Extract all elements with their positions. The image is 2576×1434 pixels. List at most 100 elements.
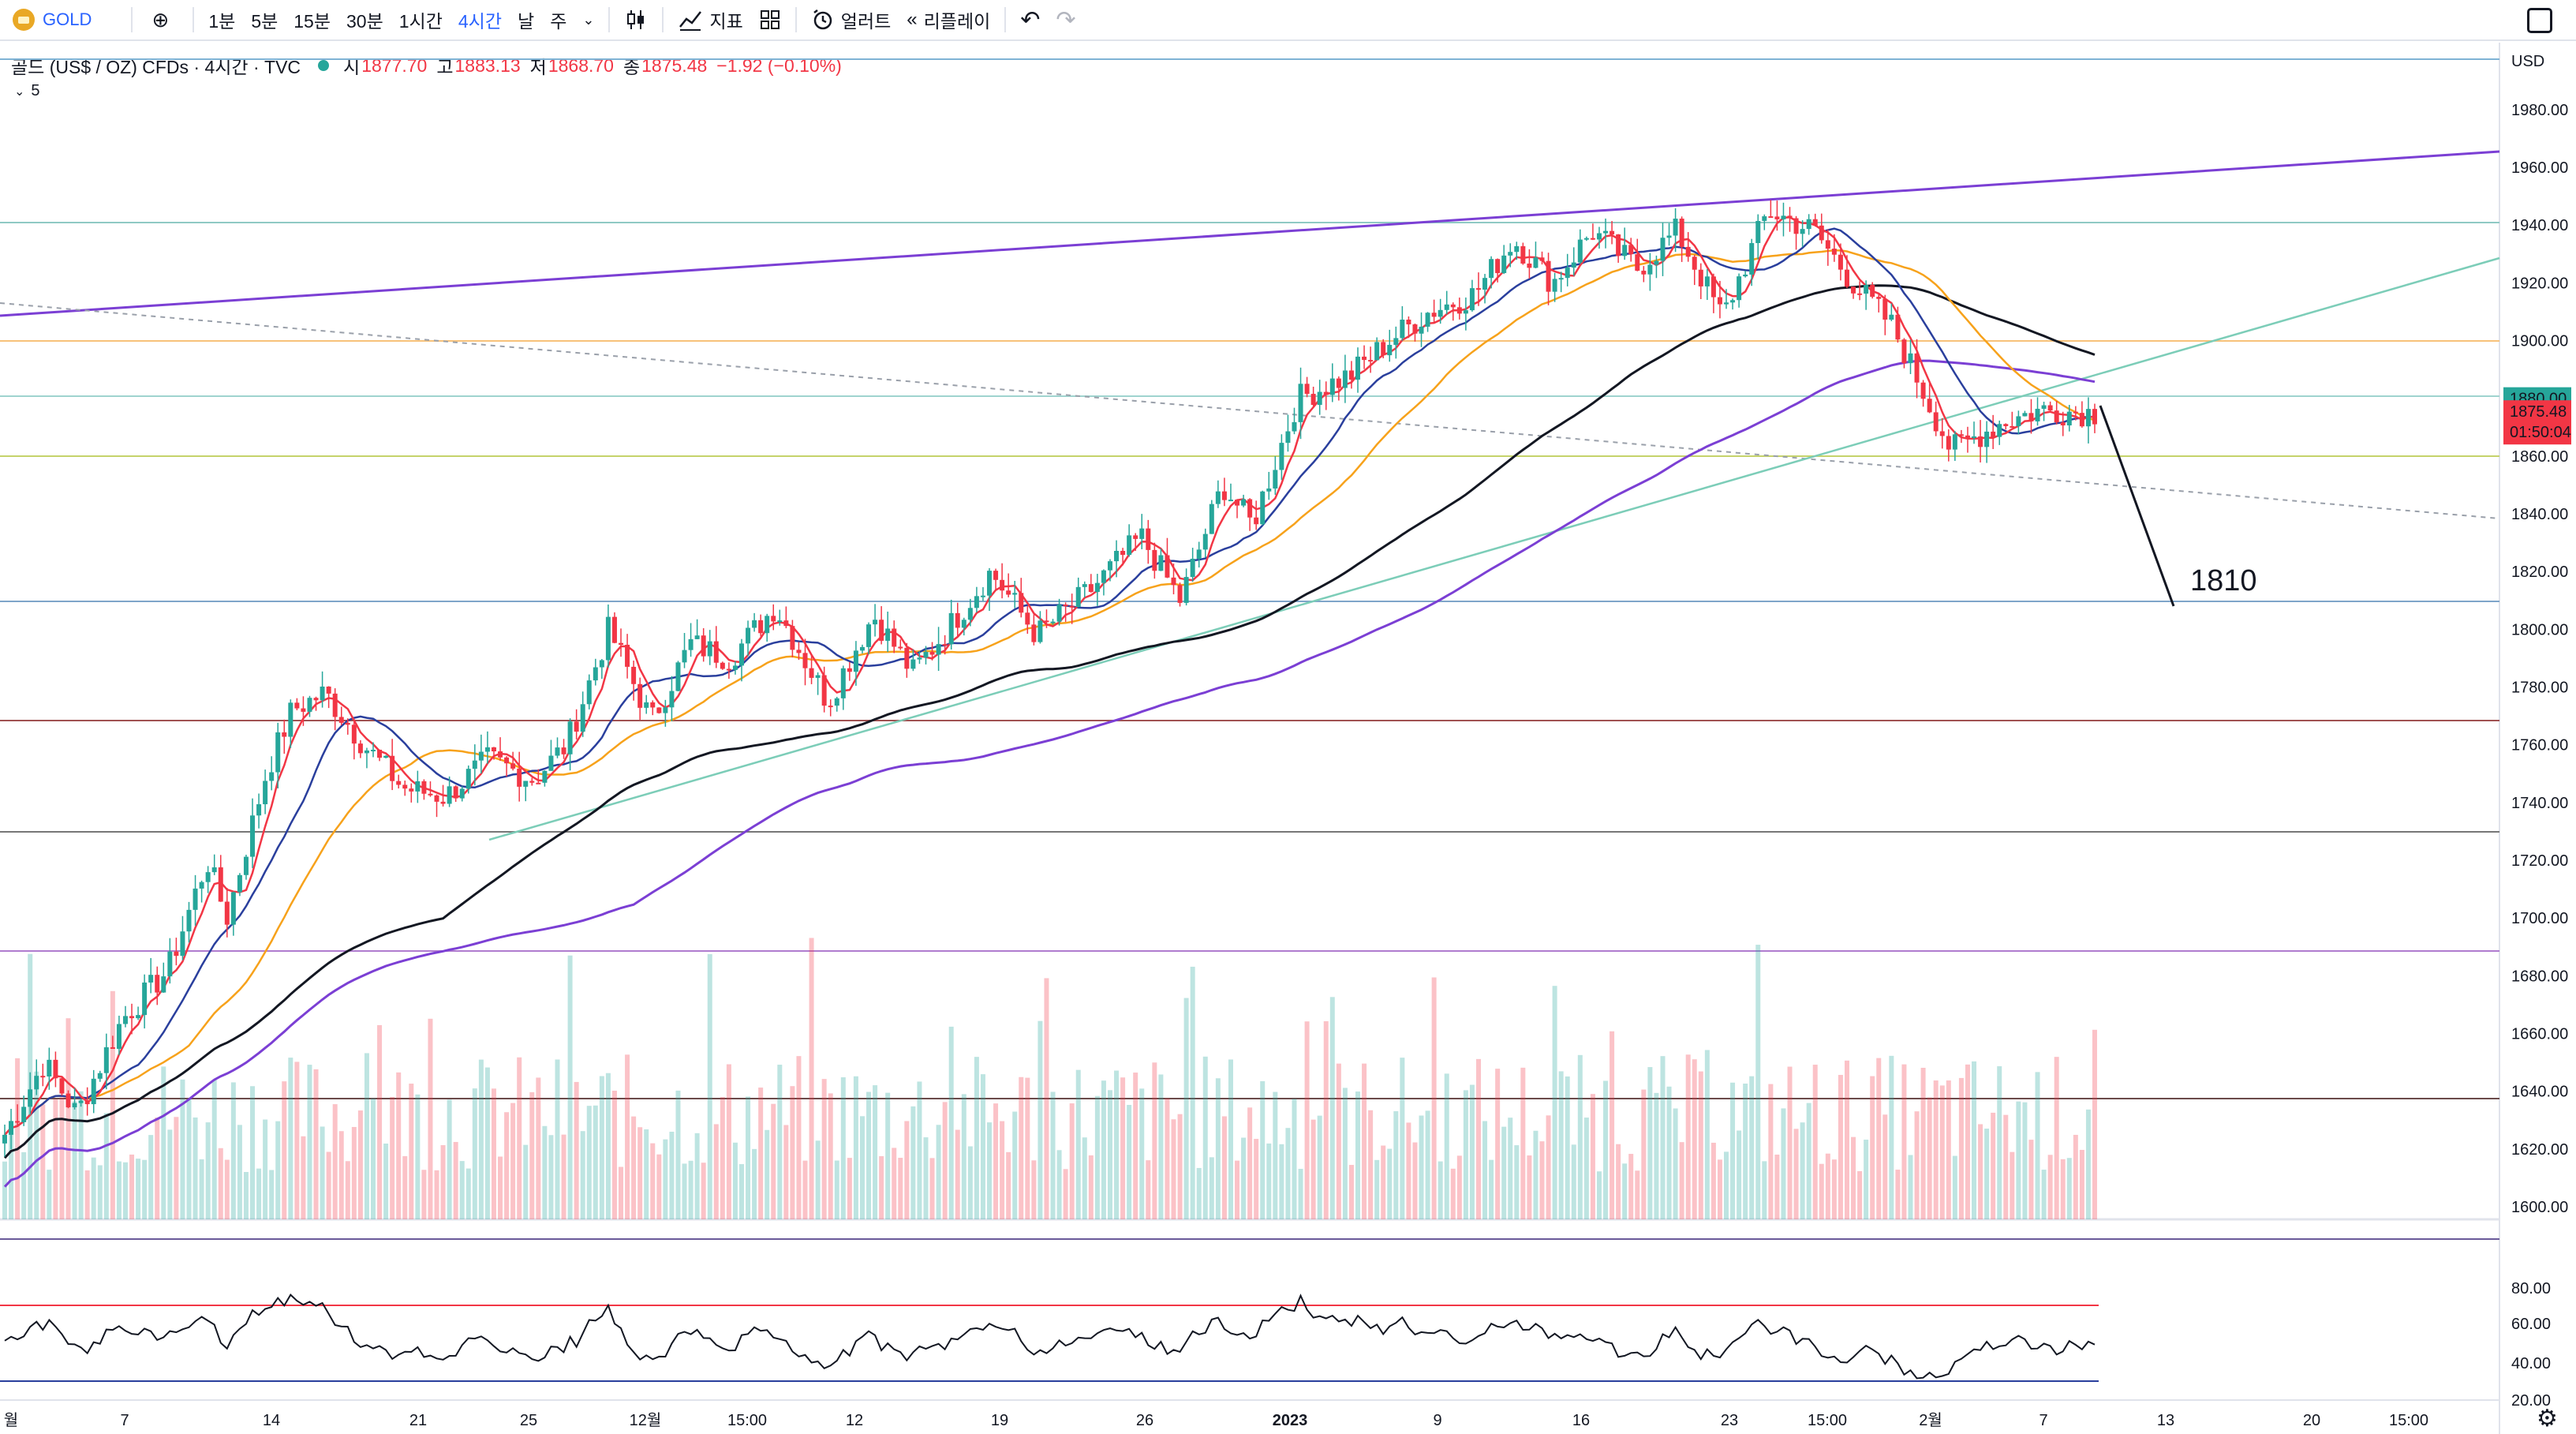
replay-button[interactable]: « 리플레이 — [899, 0, 998, 40]
chart-type-button[interactable] — [616, 0, 656, 40]
symbol-button[interactable]: GOLD — [0, 0, 99, 40]
candle-body — [478, 751, 484, 761]
volume-bar — [2028, 1140, 2034, 1219]
candle-body — [873, 620, 878, 625]
candle-body — [1368, 360, 1374, 362]
candle-body — [1616, 234, 1621, 256]
volume-bar — [78, 1091, 84, 1219]
price-chart[interactable]: 1810 USD1980.001960.001940.001920.001900… — [0, 43, 2576, 1434]
time-axis[interactable]: 월 7 14 21 25 12월 15:00 12 19 26 2023 9 16 23 15:00 2월 7 1… — [4, 1411, 2428, 1429]
volume-bar — [1749, 1076, 1755, 1219]
alerts-button[interactable]: 얼러트 — [803, 0, 899, 40]
volume-bar — [307, 1065, 312, 1219]
volume-bar — [675, 1090, 681, 1219]
price-tick-label: 1680.00 — [2511, 968, 2568, 985]
candle-body — [34, 1076, 39, 1090]
candle-body — [1393, 338, 1399, 345]
time-tick-label: 15:00 — [2389, 1412, 2428, 1429]
volume-bar — [2092, 1029, 2097, 1219]
volume-bar — [1571, 1144, 1576, 1219]
indicators-button[interactable]: 지표 — [670, 0, 750, 40]
volume-bar — [771, 1103, 776, 1219]
fullscreen-icon[interactable] — [2527, 8, 2552, 33]
candle-body — [701, 635, 706, 657]
interval-1m[interactable]: 1분 — [208, 11, 236, 32]
volume-bar — [155, 1117, 160, 1219]
volume-bar — [97, 1165, 103, 1219]
interval-5m[interactable]: 5분 — [251, 11, 279, 32]
toolbar-divider — [1004, 7, 1007, 32]
volume-bar — [288, 1058, 293, 1219]
volume-bar — [186, 1099, 192, 1219]
candle-body — [1737, 276, 1742, 301]
volume-bar — [1997, 1066, 2002, 1219]
candle-body — [313, 698, 319, 701]
volume-bar — [1254, 1139, 1259, 1219]
alerts-label: 얼러트 — [840, 11, 892, 32]
volume-bar — [1800, 1122, 1805, 1219]
volume-bar — [313, 1069, 319, 1219]
candle-body — [1673, 219, 1678, 236]
time-tick-label: 15:00 — [727, 1412, 767, 1429]
interval-1h[interactable]: 1시간 — [398, 11, 443, 32]
candle-body — [1895, 314, 1901, 340]
volume-bar — [1088, 1155, 1094, 1219]
symbol-title[interactable]: 골드 (US$ / OZ) CFDs · 4시간 · TVC — [11, 57, 301, 77]
volume-bar — [377, 1024, 383, 1219]
price-tick-label: 1760.00 — [2511, 737, 2568, 754]
volume-bar — [586, 1106, 592, 1219]
interval-1w[interactable]: 주 — [550, 11, 567, 32]
candle-body — [1800, 229, 1805, 234]
interval-15m[interactable]: 15분 — [293, 11, 331, 32]
candle-body — [383, 755, 389, 758]
candle-body — [72, 1103, 77, 1108]
volume-bar — [1171, 1119, 1176, 1219]
volume-bar — [1094, 1095, 1100, 1219]
volume-bar — [1520, 1067, 1526, 1219]
volume-bar — [529, 1091, 535, 1219]
layout-button[interactable] — [751, 0, 789, 40]
volume-bar — [783, 1125, 789, 1219]
candle-body — [993, 571, 999, 580]
indicator-legend-toggle[interactable]: ⌄ 5 — [14, 82, 40, 100]
candle-body — [110, 1046, 115, 1049]
candle-body — [453, 786, 458, 799]
volume-bar — [2060, 1159, 2066, 1219]
volume-bar — [936, 1125, 941, 1219]
volume-bar — [409, 1084, 414, 1219]
candle-body — [370, 749, 376, 751]
interval-dropdown-button[interactable]: ⌄ — [574, 0, 602, 40]
undo-button[interactable]: ↶ — [1012, 0, 1048, 40]
volume-bar — [167, 1129, 173, 1219]
volume-bar — [72, 1101, 77, 1219]
interval-30m[interactable]: 30분 — [346, 11, 383, 32]
volume-bar — [1755, 945, 1761, 1219]
rsi-line — [4, 1294, 2096, 1380]
volume-bar — [1139, 1088, 1145, 1219]
volume-bar — [2066, 1158, 2072, 1219]
candle-body — [21, 1106, 27, 1122]
toolbar-divider — [131, 7, 133, 32]
candle-body — [1196, 549, 1202, 559]
candle-body — [1450, 304, 1456, 308]
countdown-label: 01:50:04 — [2510, 424, 2571, 441]
candle-body — [1425, 313, 1430, 327]
candle-body — [1787, 215, 1793, 219]
candle-body — [980, 595, 985, 597]
candle-body — [625, 644, 630, 667]
candle-body — [1374, 342, 1380, 361]
candle-body — [542, 770, 548, 783]
interval-4h[interactable]: 4시간 — [458, 11, 503, 32]
redo-button[interactable]: ↷ — [1048, 0, 1083, 40]
volume-bar — [1495, 1069, 1501, 1219]
candle-body — [1946, 436, 1951, 450]
compare-button[interactable]: ⊕ — [139, 0, 186, 40]
volume-bar — [1793, 1129, 1799, 1219]
volume-bar — [447, 1099, 452, 1219]
interval-1d[interactable]: 날 — [518, 11, 535, 32]
candle-body — [116, 1024, 122, 1049]
volume-bar — [338, 1131, 344, 1219]
price-axis[interactable]: USD 1980.00 1960.00 1940.00 1920.00 1900.00 18… — [2503, 53, 2571, 1432]
candle-body — [2092, 409, 2097, 425]
volume-bar — [1273, 1091, 1278, 1219]
